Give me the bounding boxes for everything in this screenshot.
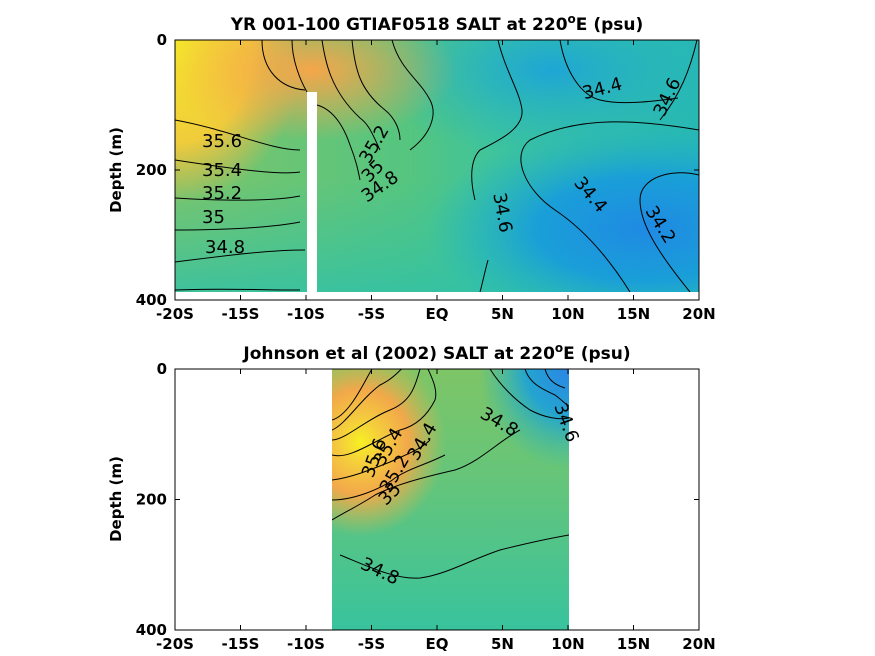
top-y-axis-label: Depth (m) bbox=[107, 127, 125, 213]
bottom-x-tick-label: -20S bbox=[156, 635, 194, 653]
top-heatmap bbox=[175, 40, 699, 292]
top-contour-label-3: 35.2 bbox=[202, 183, 242, 204]
bottom-y-axis-label: Depth (m) bbox=[107, 456, 125, 542]
bottom-x-ticks: -20S -15S -10S -5S EQ 5N 10N 15N 20N bbox=[156, 369, 716, 653]
top-x-tick-label: 10N bbox=[551, 305, 584, 323]
top-y-ticks: 0 200 400 bbox=[136, 31, 699, 309]
bottom-y-ticks: 0 200 400 bbox=[136, 360, 699, 639]
bottom-x-tick-label: 5N bbox=[491, 635, 514, 653]
top-contour-label-2: 35.4 bbox=[202, 160, 242, 181]
bottom-contour-lines bbox=[332, 369, 569, 579]
top-y-tick-label: 400 bbox=[136, 291, 167, 309]
top-contour-label-1: 35.6 bbox=[202, 131, 242, 152]
top-y-tick-label: 0 bbox=[157, 31, 167, 49]
bottom-x-tick-label: EQ bbox=[426, 635, 449, 653]
bottom-x-tick-label: 10N bbox=[551, 635, 584, 653]
top-x-ticks: -20S -15S -10S -5S EQ 5N 10N 15N 20N bbox=[156, 40, 716, 323]
top-y-tick-label: 200 bbox=[136, 161, 167, 179]
top-x-tick-label: -10S bbox=[287, 305, 325, 323]
bottom-x-tick-label: 15N bbox=[617, 635, 650, 653]
bottom-x-tick-label: -5S bbox=[358, 635, 385, 653]
top-x-tick-label: EQ bbox=[426, 305, 449, 323]
top-x-tick-label: -5S bbox=[358, 305, 385, 323]
bottom-y-tick-label: 200 bbox=[136, 491, 167, 509]
top-x-tick-label: -15S bbox=[222, 305, 260, 323]
bottom-y-tick-label: 0 bbox=[157, 360, 167, 378]
bottom-chart-title: Johnson et al (2002) SALT at 220oE (psu) bbox=[242, 341, 630, 364]
top-contour-lines bbox=[175, 40, 699, 292]
top-contour-label-4: 35 bbox=[202, 207, 225, 228]
bottom-x-tick-label: 20N bbox=[682, 635, 715, 653]
bottom-x-tick-label: -15S bbox=[222, 635, 260, 653]
top-missing-data-column bbox=[307, 92, 317, 292]
top-x-tick-label: 15N bbox=[617, 305, 650, 323]
top-x-tick-label: 20N bbox=[682, 305, 715, 323]
bottom-y-tick-label: 400 bbox=[136, 621, 167, 639]
top-x-tick-label: 5N bbox=[491, 305, 514, 323]
top-chart-title: YR 001-100 GTIAF0518 SALT at 220oE (psu) bbox=[230, 12, 644, 35]
bottom-heatmap bbox=[332, 369, 569, 630]
top-contour-label-5: 34.8 bbox=[205, 237, 245, 258]
top-x-tick-label: -20S bbox=[156, 305, 194, 323]
bottom-x-tick-label: -10S bbox=[287, 635, 325, 653]
